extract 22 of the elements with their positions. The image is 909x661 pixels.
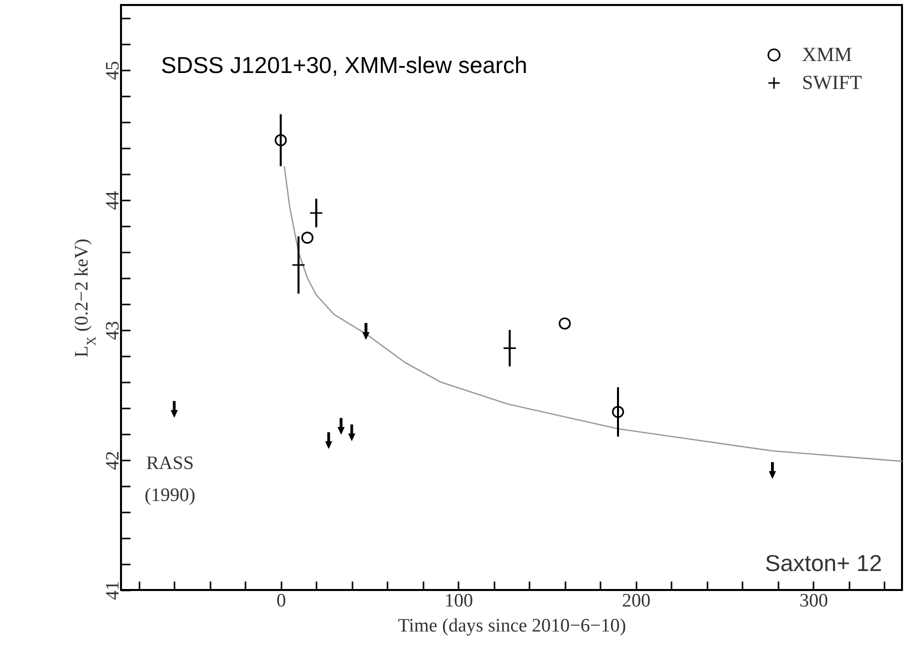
point <box>612 406 624 418</box>
point <box>301 232 314 244</box>
legend-label: XMM <box>802 44 852 66</box>
x-tick-label: 200 <box>622 590 650 612</box>
x-axis-title: Time (days since 2010−6−10) <box>398 616 626 636</box>
point <box>502 341 517 356</box>
point <box>309 206 324 220</box>
y-tick-label: 44 <box>102 190 124 210</box>
x-tick-label: 300 <box>800 590 828 612</box>
annotation: Saxton+ 12 <box>764 550 882 576</box>
x-tick-label: 0 <box>276 590 286 612</box>
y-tick-label: 42 <box>102 451 124 470</box>
y-tick-label: 45 <box>102 61 124 80</box>
y-tick-label: 41 <box>102 581 124 600</box>
x-tick-label: 100 <box>444 590 473 612</box>
point <box>274 134 287 146</box>
text: SDSS J1201+30, XMM-slew search <box>161 52 528 78</box>
point <box>558 317 571 330</box>
legend-label: SWIFT <box>802 72 862 94</box>
line-series <box>284 166 902 462</box>
annotation: RASS (1990) <box>144 453 196 506</box>
y-tick-label: 43 <box>102 321 124 340</box>
